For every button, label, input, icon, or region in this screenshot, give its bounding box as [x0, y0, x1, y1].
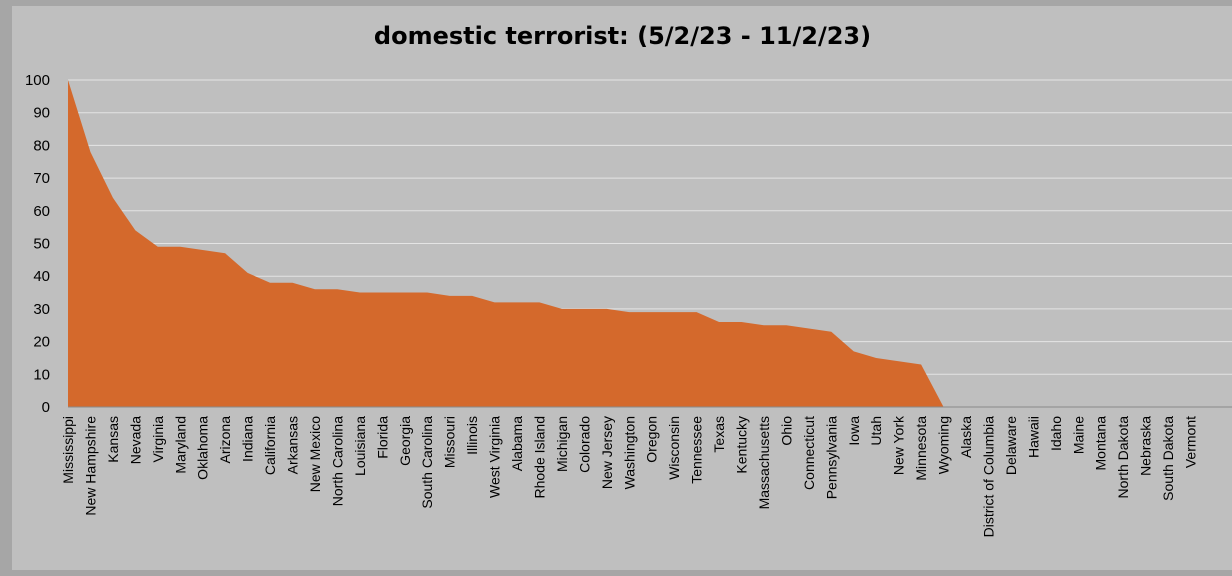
x-tick-label: Tennessee	[689, 416, 705, 484]
x-tick-label: California	[262, 416, 278, 475]
x-tick-label: Oregon	[644, 416, 660, 463]
x-tick-label: Georgia	[397, 416, 413, 466]
x-tick-label: Missouri	[442, 416, 458, 468]
chart-title: domestic terrorist: (5/2/23 - 11/2/23)	[373, 22, 872, 50]
x-tick-label: Maine	[1070, 416, 1086, 454]
x-tick-label: Iowa	[846, 416, 862, 446]
y-tick-label: 10	[33, 366, 50, 383]
x-tick-label: Colorado	[576, 416, 592, 473]
x-tick-label: New Jersey	[599, 416, 615, 489]
x-tick-label: Massachusetts	[756, 416, 772, 509]
y-tick-label: 50	[33, 236, 50, 253]
x-tick-label: Illinois	[464, 416, 480, 455]
y-tick-label: 60	[33, 203, 50, 220]
y-tick-label: 0	[42, 399, 50, 416]
x-tick-label: Alabama	[509, 416, 525, 471]
x-tick-label: New Hampshire	[82, 416, 98, 516]
x-tick-label: Indiana	[240, 416, 256, 462]
x-tick-label: North Dakota	[1115, 416, 1131, 499]
x-tick-label: Oklahoma	[195, 416, 211, 480]
x-tick-label: Connecticut	[801, 416, 817, 490]
x-tick-label: Louisiana	[352, 416, 368, 476]
x-tick-label: Texas	[711, 416, 727, 453]
x-tick-label: Nebraska	[1138, 416, 1154, 476]
x-tick-label: Wyoming	[936, 416, 952, 474]
x-tick-label: Vermont	[1183, 416, 1199, 468]
y-tick-label: 20	[33, 334, 50, 351]
y-tick-label: 40	[33, 268, 50, 285]
x-tick-label: Pennsylvania	[823, 416, 839, 499]
x-tick-label: Arizona	[217, 416, 233, 464]
x-tick-label: Idaho	[1048, 416, 1064, 451]
x-tick-label: Ohio	[778, 416, 794, 446]
x-tick-label: Alaska	[958, 416, 974, 458]
y-tick-label: 90	[33, 105, 50, 122]
x-tick-label: Washington	[621, 416, 637, 489]
y-tick-label: 70	[33, 170, 50, 187]
x-tick-label: Minnesota	[913, 416, 929, 481]
area-series	[68, 80, 944, 407]
x-tick-label: Delaware	[1003, 416, 1019, 475]
x-tick-label: District of Columbia	[980, 416, 996, 538]
x-tick-label: Florida	[374, 416, 390, 459]
x-tick-label: Montana	[1093, 416, 1109, 471]
x-tick-label: New Mexico	[307, 416, 323, 492]
x-tick-label: Mississippi	[60, 416, 76, 484]
x-tick-label: South Dakota	[1160, 416, 1176, 501]
x-tick-label: Utah	[868, 416, 884, 446]
x-tick-label: South Carolina	[419, 416, 435, 509]
y-tick-label: 30	[33, 301, 50, 318]
x-tick-label: Kentucky	[734, 416, 750, 474]
x-tick-label: Michigan	[554, 416, 570, 472]
y-tick-label: 100	[25, 72, 50, 89]
x-tick-label: Virginia	[150, 416, 166, 463]
x-tick-label: Arkansas	[285, 416, 301, 474]
x-tick-label: Hawaii	[1025, 416, 1041, 458]
x-tick-label: Nevada	[127, 416, 143, 464]
x-tick-label: Wisconsin	[666, 416, 682, 480]
x-tick-label: North Carolina	[329, 416, 345, 506]
x-tick-label: Rhode Island	[531, 416, 547, 499]
x-tick-label: West Virginia	[487, 416, 503, 498]
x-tick-label: Maryland	[172, 416, 188, 474]
x-tick-label: New York	[891, 415, 907, 475]
x-tick-label: Kansas	[105, 416, 121, 463]
y-tick-label: 80	[33, 137, 50, 154]
